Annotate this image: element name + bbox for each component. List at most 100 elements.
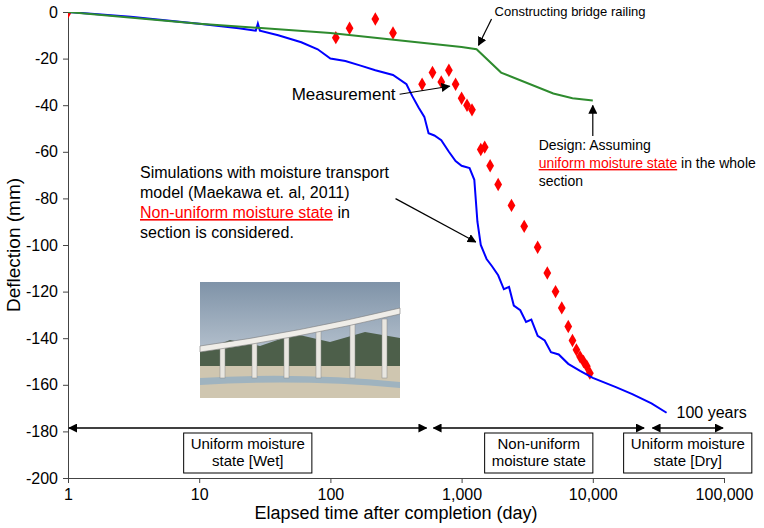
x-axis: 1 10 100 1,000 10,000 100,000: [64, 478, 753, 503]
leader-arrow: [396, 199, 476, 242]
y-tick-label: -120: [26, 283, 58, 300]
series-point: [520, 220, 528, 233]
x-axis-title: Elapsed time after completion (day): [254, 503, 537, 523]
x-tick: 100,000: [696, 478, 754, 503]
y-tick: -140: [26, 330, 68, 347]
y-tick: -20: [35, 50, 68, 67]
photo-river: [200, 376, 400, 388]
series-point: [445, 64, 453, 77]
annotation-text: model (Maekawa et. al, 2011): [140, 184, 350, 201]
series-point: [346, 22, 354, 35]
series-point: [564, 320, 572, 333]
series-point: [494, 178, 502, 191]
y-tick-mark: [63, 338, 68, 339]
y-axis-title: Deflection (mm): [3, 178, 24, 312]
y-tick: -180: [26, 423, 68, 440]
x-tick-label: 100,000: [696, 486, 754, 503]
annotation-text: Simulations with moisture transport: [140, 164, 390, 181]
leader-arrow: [479, 19, 492, 45]
y-tick: -200: [26, 470, 68, 487]
annotation-text: Design: Assuming: [539, 137, 651, 153]
y-tick-label: -80: [35, 190, 58, 207]
x-tick: 100: [318, 478, 345, 503]
phase-box: [184, 433, 312, 473]
series-point: [569, 334, 577, 347]
photo-deck: [200, 308, 400, 352]
series-point: [389, 26, 397, 39]
series-point: [543, 266, 551, 279]
series-point: [429, 66, 437, 79]
x-tick-mark: [330, 478, 331, 483]
y-tick: -40: [35, 97, 68, 114]
series-point: [371, 12, 379, 25]
y-tick: 0: [49, 4, 68, 21]
leader-arrow: [592, 106, 593, 136]
series-point: [508, 199, 516, 212]
x-tick-mark: [199, 478, 200, 483]
photo-pier: [316, 329, 321, 378]
phases: Uniform moisturestate [Wet] Non-uniformmo…: [69, 428, 752, 473]
annotation: 100 years: [677, 404, 747, 421]
phase-box: [624, 433, 752, 473]
annotation: Measurement: [292, 85, 396, 104]
y-axis: -200-180-160-140-120-100-80-60-40-200: [26, 4, 69, 487]
series-point: [458, 91, 466, 104]
y-tick-mark: [63, 105, 68, 106]
y-tick-mark: [63, 152, 68, 153]
y-tick-mark: [63, 431, 68, 432]
y-tick: -80: [35, 190, 68, 207]
x-tick: 1: [64, 478, 73, 503]
series-point: [481, 140, 489, 153]
data: [68, 12, 667, 413]
series-point: [552, 285, 560, 298]
phase-arrow: [433, 427, 644, 429]
annotation-text: uniform moisture state in the whole: [539, 155, 756, 171]
phase-arrow: [652, 427, 723, 429]
photo-ground: [200, 366, 400, 398]
x-tick-mark: [593, 478, 594, 483]
phase-label: Uniform moisturestate [Wet]: [191, 435, 305, 469]
y-tick: -100: [26, 237, 68, 254]
x-tick-label: 1,000: [442, 486, 482, 503]
y-tick-mark: [63, 59, 68, 60]
x-tick: 1,000: [442, 478, 482, 503]
annotation-text: Non-uniform moisture state in: [140, 204, 350, 221]
annotation-text: section is considered.: [140, 224, 294, 241]
phase-arrow: [69, 427, 427, 429]
y-tick-label: -200: [26, 470, 58, 487]
y-tick-mark: [63, 198, 68, 199]
annotation: Design: Assuming uniform moisture state i…: [539, 137, 756, 189]
y-tick-label: -60: [35, 143, 58, 160]
x-tick-label: 10,000: [569, 486, 618, 503]
y-tick-label: -40: [35, 97, 58, 114]
series-point: [452, 78, 460, 91]
y-tick-label: 0: [49, 4, 58, 21]
leader-arrow: [400, 86, 450, 94]
y-tick-label: -160: [26, 376, 58, 393]
photo-pier: [284, 334, 289, 378]
series-point: [486, 159, 494, 172]
x-tick-label: 100: [318, 486, 345, 503]
annotations: Constructing bridge railing Measurement Si…: [140, 4, 756, 421]
y-tick-mark: [63, 385, 68, 386]
photo: [200, 282, 400, 398]
plot: 1101001,00010,000100,000-200-180-160-140…: [26, 4, 756, 504]
annotation: Simulations with moisture transport model…: [140, 164, 390, 241]
photo-sky: [200, 282, 400, 398]
x-tick-label: 1: [64, 486, 73, 503]
phase-label: Non-uniformmoisture state: [492, 435, 586, 469]
y-tick-label: -100: [26, 237, 58, 254]
annotation-text: 100 years: [677, 404, 747, 421]
x-tick: 10: [191, 478, 209, 503]
y-tick-mark: [63, 292, 68, 293]
x-tick: 10,000: [569, 478, 618, 503]
chart: 1101001,00010,000100,000-200-180-160-140…: [0, 0, 764, 528]
annotation-text: Constructing bridge railing: [495, 4, 646, 19]
series-point: [558, 301, 566, 314]
photo-pier: [252, 339, 257, 378]
annotation-text: section: [539, 173, 583, 189]
series-point: [418, 78, 426, 91]
y-tick: -160: [26, 376, 68, 393]
y-tick-label: -180: [26, 423, 58, 440]
series-line: [68, 12, 667, 413]
